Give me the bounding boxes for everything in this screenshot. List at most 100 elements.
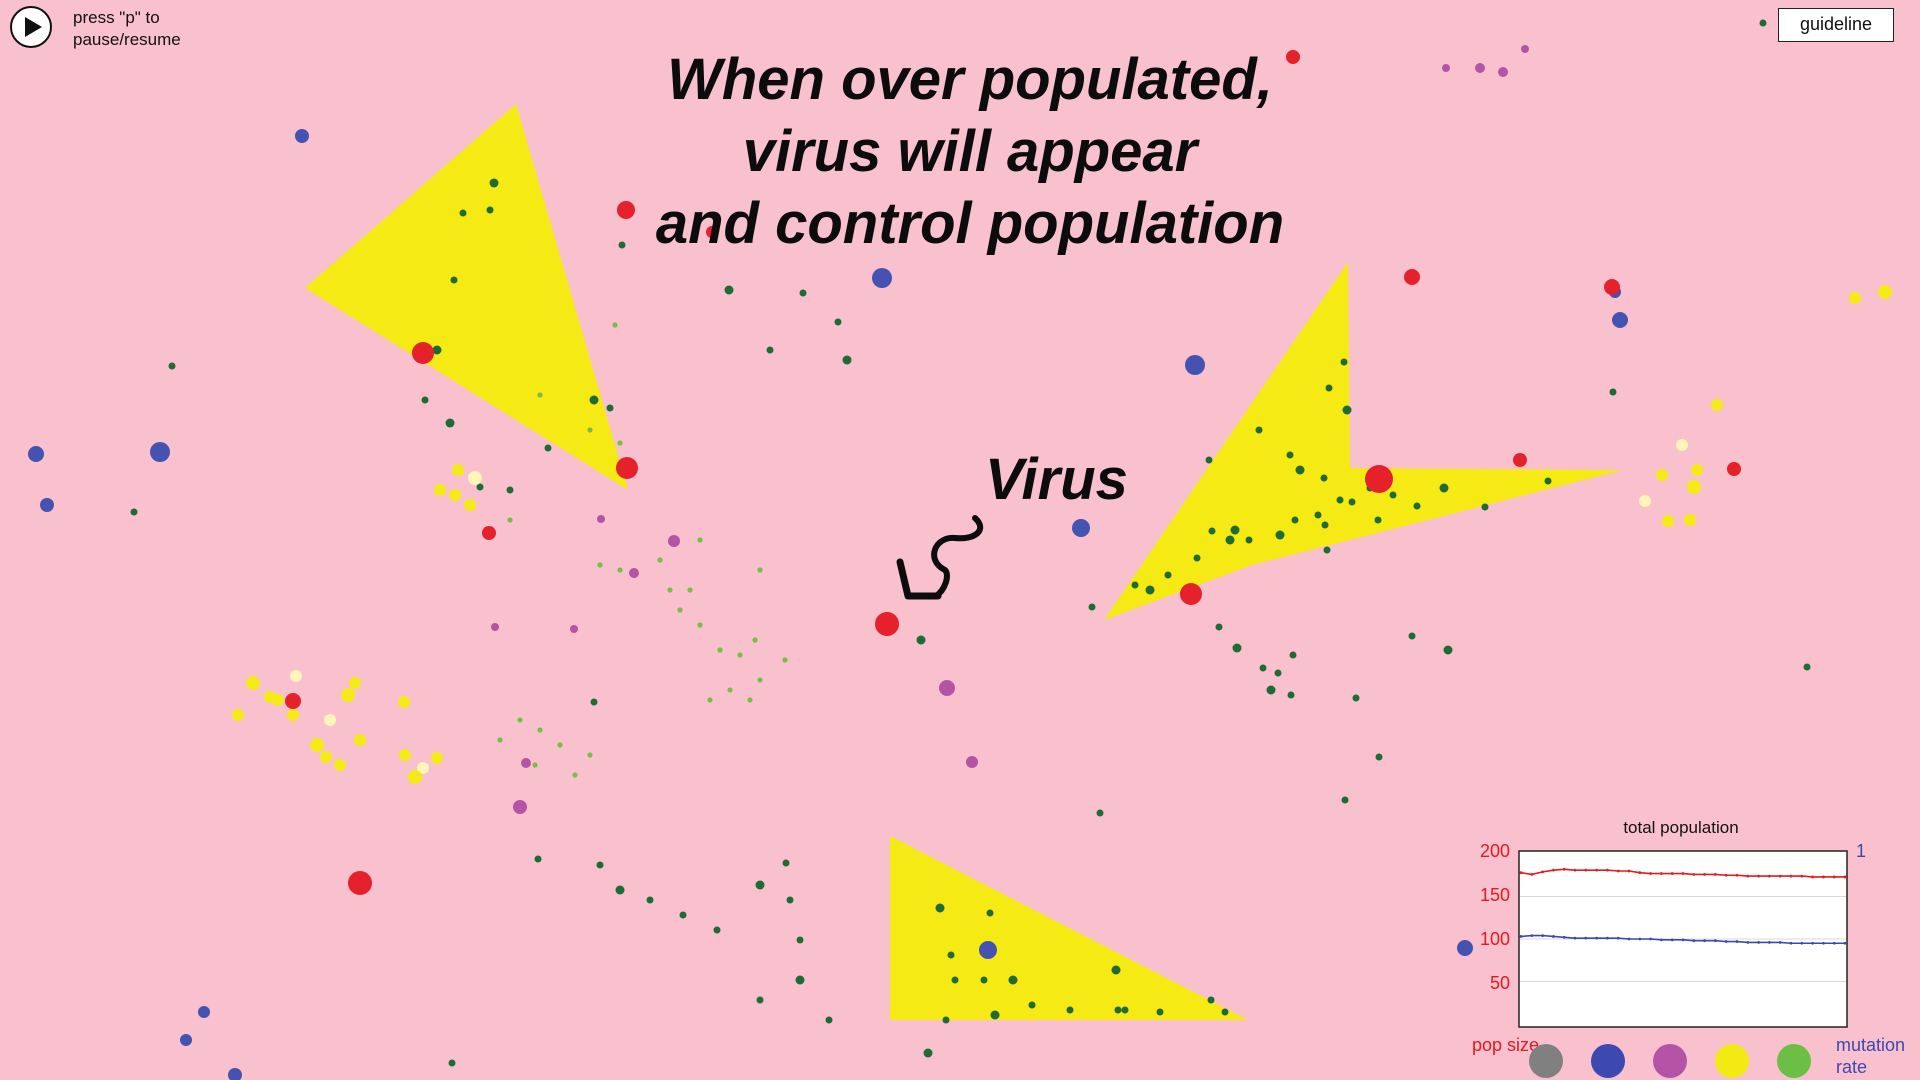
chart-point [1681,938,1685,942]
organism-dot [679,911,687,919]
organism-blob [1662,515,1674,527]
chart-point [1735,873,1739,877]
organism-dot [786,896,794,904]
species-swatch[interactable] [1529,1044,1563,1078]
left-axis-tick: 50 [1489,973,1510,993]
organism-dot [1759,19,1767,27]
organism-dot [707,697,713,703]
organism-dot [916,635,926,645]
organism-layer [28,19,1892,1080]
organism-dot [1145,585,1155,595]
organism-blob [1498,67,1508,77]
organism-dot [796,936,804,944]
chart-point [1843,875,1847,879]
chart-point [1778,941,1782,944]
organism-dot [799,289,807,297]
organism-dot [756,996,764,1004]
organism-dot [587,752,593,758]
organism-dot [537,392,543,398]
organism-blob [434,484,446,496]
organism-dot [450,276,458,284]
organism-dot [557,742,563,748]
organism-dot [489,178,499,188]
organism-dot [448,1059,456,1067]
guideline-button[interactable]: guideline [1778,8,1894,42]
organism-dot [589,395,599,405]
organism-dot [1291,516,1299,524]
chart-point [1519,935,1523,938]
organism-dot [923,1048,933,1058]
species-swatch[interactable] [1777,1044,1811,1078]
organism-dot [737,652,743,658]
chart-point [1681,872,1685,875]
organism-dot [757,567,763,573]
organism-blob [287,709,299,721]
organism-blob [40,498,54,512]
organism-dot [445,418,455,428]
organism-dot [757,677,763,683]
organism-blob [464,499,476,511]
organism-dot [1215,623,1223,631]
organism-dot [1111,965,1121,975]
organism-dot [951,976,959,984]
organism-dot [1028,1001,1036,1009]
species-swatch[interactable] [1715,1044,1749,1078]
chart-point [1584,868,1588,872]
organism-blob [597,515,605,523]
right-axis-tick: 1 [1856,841,1867,861]
virus-dot [617,201,635,219]
organism-blob [1521,45,1529,53]
organism-dot [713,926,721,934]
organism-dot [1295,465,1305,475]
organism-dot [544,444,552,452]
organism-blob [966,756,978,768]
organism-dot [667,587,673,593]
organism-blob [354,734,366,746]
organism-dot [1348,498,1356,506]
organism-dot [612,322,618,328]
virus-dot [1286,50,1300,64]
chart-point [1530,873,1534,876]
species-swatch[interactable] [1653,1044,1687,1078]
organism-dot [507,517,513,523]
play-pause-button[interactable] [10,6,52,48]
organism-dot [1259,664,1267,672]
organism-dot [1289,651,1297,659]
chart-point [1724,940,1728,943]
organism-dot [1609,388,1617,396]
chart-point [1768,874,1771,878]
chart-point [1627,937,1631,941]
virus-dot [1180,583,1202,605]
organism-blob [468,471,482,485]
mutation-rate-label: mutation rate [1836,1035,1906,1077]
organism-blob [1442,64,1450,72]
organism-dot [1342,405,1352,415]
organism-blob [310,738,324,752]
organism-blob [1185,355,1205,375]
species-swatch[interactable] [1591,1044,1625,1078]
organism-blob [1878,285,1892,299]
organism-blob [1676,439,1688,451]
organism-blob [295,129,309,143]
organism-dot [1121,1006,1129,1014]
chart-point [1530,934,1534,937]
organism-dot [572,772,578,778]
organism-dot [1088,603,1096,611]
chart-point [1552,935,1555,938]
organism-blob [320,751,332,763]
chart-point [1757,874,1760,878]
organism-dot [1232,643,1242,653]
organism-dot [942,1016,950,1024]
organism-blob [180,1034,192,1046]
organism-dot [497,737,503,743]
chart-point [1541,934,1544,937]
organism-dot [617,567,623,573]
organism-dot [717,647,723,653]
yellow-zone [305,104,628,490]
organism-dot [782,859,790,867]
organism-dot [506,486,514,494]
organism-dot [747,697,753,703]
organism-dot [1323,546,1331,554]
organism-blob [1072,519,1090,537]
organism-dot [825,1016,833,1024]
